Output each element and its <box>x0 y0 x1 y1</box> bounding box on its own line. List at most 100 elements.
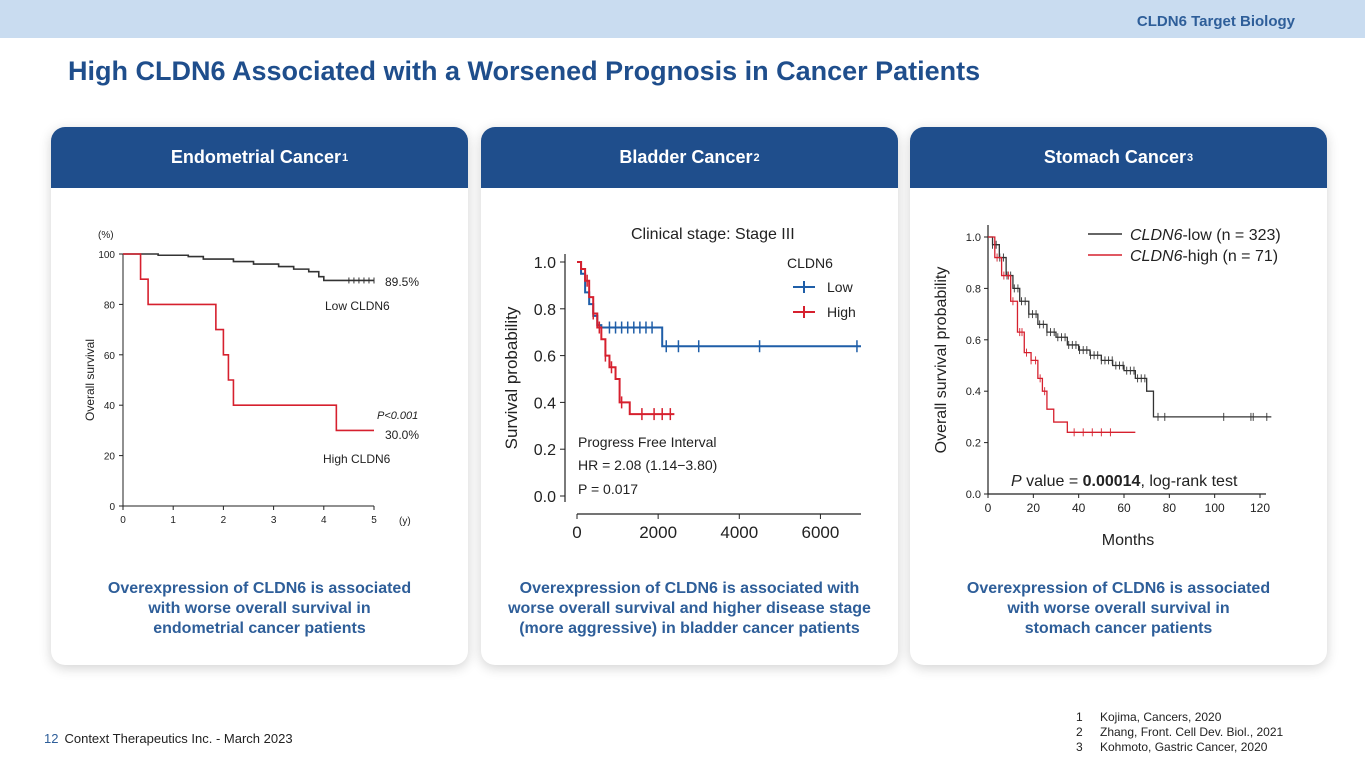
legend-title: CLDN6 <box>787 255 833 271</box>
series-high-end-label: 30.0% <box>385 428 419 442</box>
reference-text: Kojima, Cancers, 2020 <box>1100 710 1222 724</box>
caption-line: worse overall survival and higher diseas… <box>508 600 871 617</box>
card-header: Stomach Cancer 3 <box>910 127 1327 188</box>
reference-item: 2 Zhang, Front. Cell Dev. Biol., 2021 <box>1076 725 1283 740</box>
y-tick-label: 0.8 <box>534 302 556 319</box>
x-tick-label: 0 <box>985 501 992 515</box>
p-value-label: P value = 0.00014, log-rank test <box>1011 473 1238 490</box>
y-tick-label: 1.0 <box>966 232 981 244</box>
top-banner: CLDN6 Target Biology <box>0 0 1365 38</box>
x-tick-label: 4000 <box>720 523 758 542</box>
x-tick-label: 2000 <box>639 523 677 542</box>
y-tick-label: 0.4 <box>966 386 981 398</box>
footer-company: Context Therapeutics Inc. - March 2023 <box>64 731 293 746</box>
legend-high-label: High <box>827 304 856 320</box>
caption-line: endometrial cancer patients <box>153 620 366 637</box>
section-label: CLDN6 Target Biology <box>1136 13 1295 30</box>
y-axis-label: Survival probability <box>502 306 521 449</box>
p-prefix-italic: P <box>1011 473 1022 490</box>
y-tick-label: 80 <box>104 300 116 311</box>
card-caption: Overexpression of CLDN6 is associated wi… <box>491 579 888 639</box>
bladder-survival-chart: Clinical stage: Stage III 0.0 0.2 0.4 0.6 0.8… <box>502 226 861 542</box>
caption-line: Overexpression of CLDN6 is associated <box>107 580 412 597</box>
chart-title: Clinical stage: Stage III <box>631 226 795 243</box>
card-caption: Overexpression of CLDN6 is associated wi… <box>61 579 458 639</box>
y-tick-label: 60 <box>104 351 116 362</box>
x-axis-label: Months <box>1102 532 1154 549</box>
card-caption: Overexpression of CLDN6 is associated wi… <box>920 579 1317 639</box>
caption-line: (more aggressive) in bladder cancer pati… <box>519 620 860 637</box>
caption-line: Overexpression of CLDN6 is associated wi… <box>519 580 860 597</box>
stomach-survival-chart: 0.0 0.2 0.4 0.6 0.8 1.0 0 20 40 60 80 100 120 Months O… <box>933 225 1281 549</box>
reference-text: Zhang, Front. Cell Dev. Biol., 2021 <box>1100 725 1284 739</box>
x-tick-label: 0 <box>572 523 581 542</box>
annotation-label: Progress Free Interval <box>578 434 717 450</box>
x-tick-label: 120 <box>1250 501 1270 515</box>
legend-low-rest: -low (n = 323) <box>1182 227 1280 244</box>
y-tick-label: 0.2 <box>534 442 556 459</box>
card-title: Stomach Cancer <box>1043 147 1186 167</box>
card-header: Endometrial Cancer 1 <box>51 127 468 188</box>
x-tick-label: 1 <box>170 515 176 526</box>
caption-line: stomach cancer patients <box>1024 620 1213 637</box>
caption-line: with worse overall survival in <box>1007 600 1230 617</box>
series-high-line <box>577 261 675 416</box>
series-low-line <box>123 253 374 282</box>
reference-superscript: 3 <box>1186 151 1194 164</box>
hazard-ratio-label: HR = 2.08 (1.14−3.80) <box>578 457 717 473</box>
reference-item: 1 Kojima, Cancers, 2020 <box>1076 710 1283 725</box>
endometrial-card: Endometrial Cancer 1 0 20 40 60 80 100 0 1 2 3 4 5 (%… <box>51 127 468 665</box>
reference-superscript: 2 <box>753 151 760 164</box>
y-tick-label: 0.6 <box>966 335 981 347</box>
reference-number: 1 <box>1076 710 1083 724</box>
p-value-label: P<0.001 <box>377 410 418 422</box>
p-value-label: P = 0.017 <box>578 481 638 497</box>
reference-text: Kohmoto, Gastric Cancer, 2020 <box>1100 740 1268 754</box>
references: 1 Kojima, Cancers, 2020 2 Zhang, Front. Ce… <box>1076 710 1283 755</box>
x-tick-label: 60 <box>1117 501 1131 515</box>
card-header: Bladder Cancer 2 <box>481 127 898 188</box>
legend-low-label: CLDN6-low (n = 323) <box>1130 227 1281 244</box>
y-axis-label: Overall survival probability <box>933 267 950 454</box>
series-high-line <box>123 253 374 432</box>
p-value: 0.00014 <box>1083 473 1141 490</box>
x-tick-label: 40 <box>1072 501 1086 515</box>
p-suffix: , log-rank test <box>1140 473 1237 490</box>
x-axis-label: (y) <box>399 516 411 527</box>
caption-line: with worse overall survival in <box>148 600 371 617</box>
y-tick-label: 40 <box>104 401 116 412</box>
series-low-end-label: 89.5% <box>385 275 419 289</box>
y-unit-label: (%) <box>98 230 114 241</box>
y-tick-label: 0.8 <box>966 283 981 295</box>
legend-low-label: Low <box>827 279 854 295</box>
page-number: 12 <box>44 731 59 746</box>
x-tick-label: 4 <box>321 515 327 526</box>
reference-item: 3 Kohmoto, Gastric Cancer, 2020 <box>1076 740 1283 755</box>
y-tick-label: 0.4 <box>534 395 556 412</box>
series-high-name: High CLDN6 <box>323 452 391 466</box>
y-tick-label: 1.0 <box>534 255 556 272</box>
card-title: Endometrial Cancer <box>170 147 341 167</box>
y-axis-label: Overall survival <box>83 339 97 421</box>
legend-high-rest: -high (n = 71) <box>1182 248 1278 265</box>
y-tick-label: 0.6 <box>534 349 556 366</box>
reference-superscript: 1 <box>341 151 349 164</box>
legend-low-gene: CLDN6 <box>1130 227 1183 244</box>
y-tick-label: 0.0 <box>534 489 556 506</box>
x-tick-label: 6000 <box>802 523 840 542</box>
y-tick-label: 100 <box>98 250 115 261</box>
x-tick-label: 20 <box>1027 501 1041 515</box>
card-title: Bladder Cancer <box>619 147 753 167</box>
y-tick-label: 0.0 <box>966 489 981 501</box>
legend-high-label: CLDN6-high (n = 71) <box>1130 248 1278 265</box>
x-tick-label: 0 <box>120 515 126 526</box>
bladder-card: Bladder Cancer 2 Clinical stage: Stage II… <box>481 127 898 665</box>
footer: 12 Context Therapeutics Inc. - March 2023 <box>44 731 293 746</box>
endometrial-survival-chart: 0 20 40 60 80 100 0 1 2 3 4 5 (%) (y) Overall survival… <box>83 230 419 527</box>
reference-number: 3 <box>1076 740 1083 754</box>
series-low-name: Low CLDN6 <box>325 299 390 313</box>
reference-number: 2 <box>1076 725 1083 739</box>
y-tick-label: 20 <box>104 452 116 463</box>
caption-line: Overexpression of CLDN6 is associated <box>966 580 1271 597</box>
stomach-card: Stomach Cancer 3 0.0 0.2 0.4 0.6 0.8 1.0 0 20 40 6… <box>910 127 1327 665</box>
